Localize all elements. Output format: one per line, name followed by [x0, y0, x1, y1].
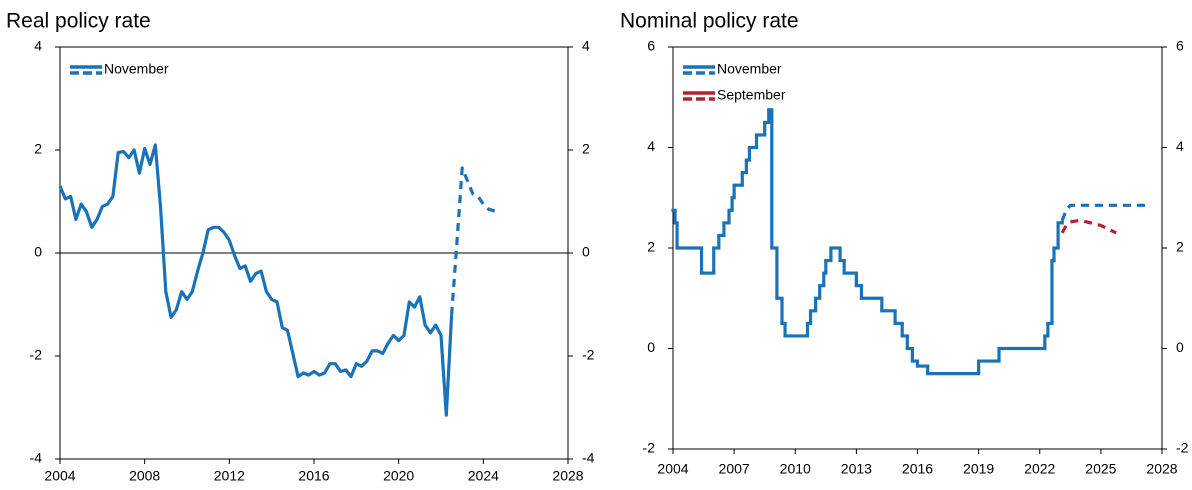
- x-tick-label: 2020: [383, 468, 414, 484]
- step-riser: [673, 109, 1064, 374]
- projection-line: [1060, 218, 1117, 235]
- y-tick-label: 6: [647, 38, 655, 54]
- plot-frame: [672, 46, 1163, 450]
- y2-tick-label: -4: [582, 450, 595, 466]
- y2-tick-label: 2: [582, 141, 590, 157]
- x-tick-label: 2010: [780, 461, 811, 477]
- y2-tick-label: -2: [1176, 440, 1189, 456]
- legend-label: November: [717, 61, 782, 77]
- x-tick-label: 2019: [963, 461, 994, 477]
- x-tick-label: 2008: [129, 468, 160, 484]
- y-tick-label: -2: [30, 347, 43, 363]
- x-tick-label: 2007: [719, 461, 750, 477]
- series-line: [58, 143, 454, 417]
- y-tick-label: 0: [647, 339, 655, 355]
- projection-line: [450, 166, 500, 315]
- x-tick-label: 2028: [552, 468, 583, 484]
- y2-tick-label: -2: [582, 347, 595, 363]
- y-tick-label: 2: [34, 141, 42, 157]
- y-tick-label: 4: [34, 38, 42, 54]
- y2-tick-label: 0: [582, 244, 590, 260]
- y2-tick-label: 6: [1176, 38, 1184, 54]
- chart-title: Real policy rate: [6, 10, 151, 33]
- projection-line: [1060, 203, 1147, 221]
- x-tick-label: 2004: [657, 461, 688, 477]
- x-tick-label: 2025: [1085, 461, 1116, 477]
- y2-tick-label: 0: [1176, 339, 1184, 355]
- y-tick-label: 4: [647, 138, 655, 154]
- x-tick-label: 2024: [468, 468, 499, 484]
- x-tick-label: 2022: [1024, 461, 1055, 477]
- x-tick-label: 2004: [44, 468, 75, 484]
- y-tick-label: -4: [30, 450, 43, 466]
- y2-tick-label: 2: [1176, 239, 1184, 255]
- y2-tick-label: 4: [1176, 138, 1184, 154]
- y2-tick-label: 4: [582, 38, 590, 54]
- legend-label: November: [104, 61, 169, 77]
- y-tick-label: 2: [647, 239, 655, 255]
- x-tick-label: 2016: [902, 461, 933, 477]
- x-tick-label: 2012: [214, 468, 245, 484]
- x-tick-label: 2028: [1146, 461, 1177, 477]
- x-tick-label: 2016: [298, 468, 329, 484]
- y-tick-label: 0: [34, 244, 42, 260]
- legend-label: September: [717, 87, 786, 103]
- x-tick-label: 2013: [841, 461, 872, 477]
- chart-title: Nominal policy rate: [620, 10, 799, 33]
- y-tick-label: -2: [643, 440, 656, 456]
